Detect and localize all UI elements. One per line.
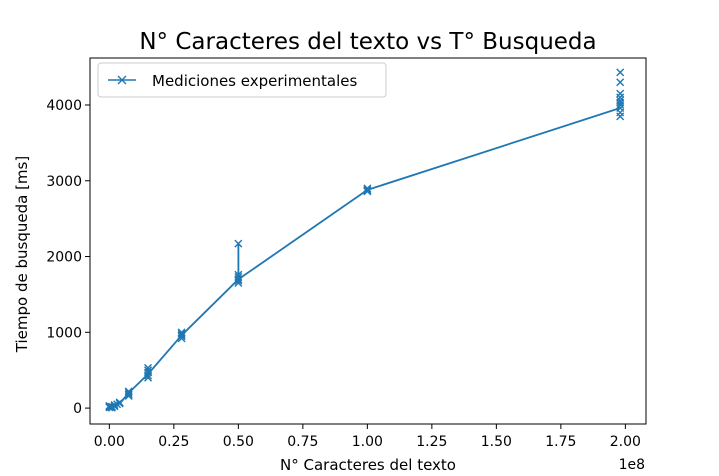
- y-tick-label: 3000: [46, 174, 82, 190]
- data-point-marker: [124, 390, 133, 399]
- legend-entry-label: Mediciones experimentales: [152, 72, 358, 90]
- data-point-marker: [177, 329, 186, 338]
- data-point-marker: [363, 184, 372, 193]
- data-point-marker: [616, 89, 625, 98]
- data-point-marker: [124, 387, 133, 396]
- y-tick-label: 4000: [46, 98, 82, 114]
- data-point-marker: [616, 68, 625, 77]
- x-tick-label: 0.75: [287, 434, 318, 450]
- data-point-marker: [616, 96, 625, 105]
- data-point-marker: [616, 112, 625, 121]
- plot-frame: [89, 57, 647, 425]
- x-tick-label: 0.25: [158, 434, 189, 450]
- data-point-marker: [177, 328, 186, 337]
- x-axis-label: N° Caracteres del texto: [280, 456, 456, 474]
- x-tick-label: 1.50: [481, 434, 512, 450]
- data-point-marker: [124, 388, 133, 397]
- y-tick-label: 1000: [46, 325, 82, 341]
- y-tick-label: 2000: [46, 250, 82, 266]
- x-tick-label: 1.75: [545, 434, 576, 450]
- x-tick-label: 0.00: [94, 434, 125, 450]
- y-axis-label: Tiempo de busqueda [ms]: [13, 156, 31, 353]
- legend-x-marker: [117, 75, 127, 85]
- y-tick-label: 0: [73, 401, 82, 417]
- data-point-marker: [144, 366, 153, 375]
- data-point-marker: [234, 239, 243, 248]
- x-tick-label: 2.00: [610, 434, 641, 450]
- legend: Mediciones experimentales: [97, 62, 387, 98]
- x-tick-label: 0.50: [223, 434, 254, 450]
- x-tick-label: 1.25: [416, 434, 447, 450]
- chart-title: N° Caracteres del texto vs T° Busqueda: [139, 29, 596, 55]
- data-point-marker: [115, 399, 124, 408]
- plot-area: 0.00 0.25 0.50 0.75 1.00 1.25 1.50 1.75 2.00 0 100…: [46, 57, 647, 450]
- legend-marker: [117, 75, 127, 85]
- data-point-marker: [234, 270, 243, 279]
- series-line: [108, 107, 621, 409]
- data-point-marker: [144, 363, 153, 372]
- data-point-marker: [363, 186, 372, 195]
- x-tick-label: 1.00: [352, 434, 383, 450]
- data-point-marker: [616, 78, 625, 87]
- data-point-marker: [177, 331, 186, 340]
- x-axis-offset-label: 1e8: [619, 457, 645, 473]
- data-point-marker: [234, 276, 243, 285]
- data-point-marker: [115, 398, 124, 407]
- legend-box: [97, 62, 387, 98]
- data-point-marker: [110, 401, 119, 410]
